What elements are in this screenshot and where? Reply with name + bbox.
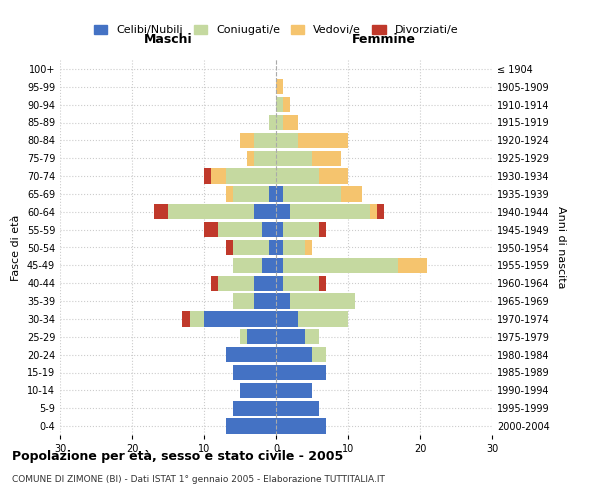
Bar (226, 347, 276, 362)
Bar (276, 276, 283, 291)
Bar (298, 133, 348, 148)
Bar (276, 168, 319, 184)
Bar (276, 400, 319, 416)
Y-axis label: Fasce di età: Fasce di età (11, 214, 21, 280)
Bar (204, 168, 211, 184)
Bar (377, 204, 384, 220)
Bar (312, 347, 326, 362)
Bar (276, 204, 290, 220)
Bar (211, 276, 218, 291)
Bar (204, 312, 276, 326)
Text: Maschi: Maschi (143, 32, 193, 46)
Bar (283, 276, 319, 291)
Text: COMUNE DI ZIMONE (BI) - Dati ISTAT 1° gennaio 2005 - Elaborazione TUTTITALIA.IT: COMUNE DI ZIMONE (BI) - Dati ISTAT 1° ge… (12, 475, 385, 484)
Bar (233, 186, 269, 202)
Bar (276, 97, 283, 112)
Bar (276, 365, 326, 380)
Bar (233, 294, 254, 308)
Bar (276, 240, 283, 255)
Bar (276, 150, 312, 166)
Bar (283, 186, 341, 202)
Bar (283, 115, 298, 130)
Bar (233, 258, 262, 273)
Bar (233, 365, 276, 380)
Bar (276, 186, 283, 202)
Bar (305, 329, 319, 344)
Bar (276, 383, 312, 398)
Bar (190, 312, 204, 326)
Bar (269, 240, 276, 255)
Bar (283, 240, 305, 255)
Bar (218, 222, 262, 237)
Bar (283, 97, 290, 112)
Bar (233, 240, 269, 255)
Bar (254, 204, 276, 220)
Bar (290, 294, 355, 308)
Bar (218, 276, 254, 291)
Bar (269, 186, 276, 202)
Bar (269, 115, 276, 130)
Bar (276, 222, 283, 237)
Bar (226, 168, 276, 184)
Bar (168, 204, 254, 220)
Bar (276, 115, 283, 130)
Text: Popolazione per età, sesso e stato civile - 2005: Popolazione per età, sesso e stato civil… (12, 450, 343, 463)
Bar (226, 240, 233, 255)
Bar (298, 312, 348, 326)
Legend: Celibi/Nubili, Coniugati/e, Vedovi/e, Divorziati/e: Celibi/Nubili, Coniugati/e, Vedovi/e, Di… (89, 20, 463, 40)
Bar (341, 186, 362, 202)
Bar (247, 150, 254, 166)
Bar (276, 329, 305, 344)
Bar (312, 150, 341, 166)
Bar (204, 222, 218, 237)
Bar (276, 258, 283, 273)
Bar (305, 240, 312, 255)
Bar (254, 276, 276, 291)
Bar (276, 133, 298, 148)
Bar (276, 347, 312, 362)
Bar (226, 186, 233, 202)
Bar (283, 258, 398, 273)
Bar (182, 312, 190, 326)
Bar (240, 329, 247, 344)
Bar (240, 383, 276, 398)
Bar (276, 312, 298, 326)
Bar (319, 168, 348, 184)
Bar (283, 222, 319, 237)
Bar (276, 294, 290, 308)
Bar (226, 418, 276, 434)
Bar (276, 418, 326, 434)
Text: Femmine: Femmine (352, 32, 416, 46)
Bar (233, 400, 276, 416)
Bar (319, 276, 326, 291)
Bar (290, 204, 370, 220)
Bar (254, 294, 276, 308)
Bar (398, 258, 427, 273)
Bar (262, 222, 276, 237)
Bar (240, 133, 254, 148)
Bar (254, 133, 276, 148)
Bar (370, 204, 377, 220)
Bar (319, 222, 326, 237)
Bar (254, 150, 276, 166)
Bar (262, 258, 276, 273)
Bar (154, 204, 168, 220)
Y-axis label: Anni di nascita: Anni di nascita (556, 206, 566, 289)
Bar (211, 168, 226, 184)
Bar (276, 79, 283, 94)
Bar (247, 329, 276, 344)
